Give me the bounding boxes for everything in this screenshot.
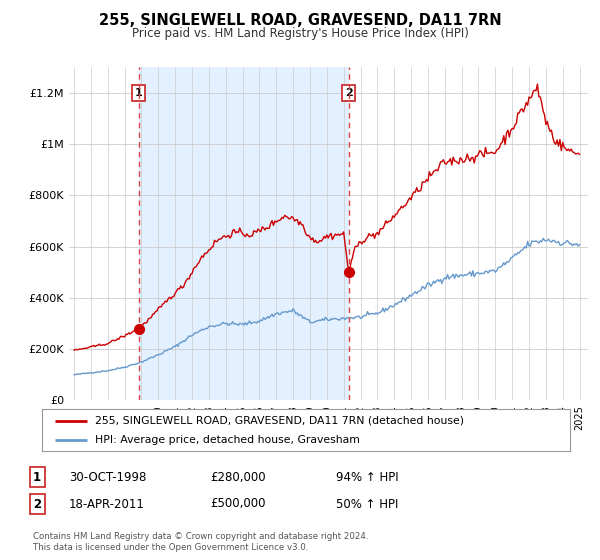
Bar — [139, 67, 349, 400]
Text: Price paid vs. HM Land Registry's House Price Index (HPI): Price paid vs. HM Land Registry's House … — [131, 27, 469, 40]
Text: HPI: Average price, detached house, Gravesham: HPI: Average price, detached house, Grav… — [95, 435, 359, 445]
Text: 2: 2 — [33, 497, 41, 511]
Text: Contains HM Land Registry data © Crown copyright and database right 2024.: Contains HM Land Registry data © Crown c… — [33, 532, 368, 541]
Text: 1: 1 — [135, 88, 142, 98]
Text: 18-APR-2011: 18-APR-2011 — [69, 497, 145, 511]
Text: 255, SINGLEWELL ROAD, GRAVESEND, DA11 7RN (detached house): 255, SINGLEWELL ROAD, GRAVESEND, DA11 7R… — [95, 416, 464, 426]
Text: 30-OCT-1998: 30-OCT-1998 — [69, 470, 146, 484]
Text: 255, SINGLEWELL ROAD, GRAVESEND, DA11 7RN: 255, SINGLEWELL ROAD, GRAVESEND, DA11 7R… — [98, 13, 502, 28]
Text: This data is licensed under the Open Government Licence v3.0.: This data is licensed under the Open Gov… — [33, 543, 308, 552]
Text: 1: 1 — [33, 470, 41, 484]
Text: £500,000: £500,000 — [210, 497, 265, 511]
Text: £280,000: £280,000 — [210, 470, 266, 484]
Text: 50% ↑ HPI: 50% ↑ HPI — [336, 497, 398, 511]
Text: 94% ↑ HPI: 94% ↑ HPI — [336, 470, 398, 484]
Text: 2: 2 — [345, 88, 353, 98]
